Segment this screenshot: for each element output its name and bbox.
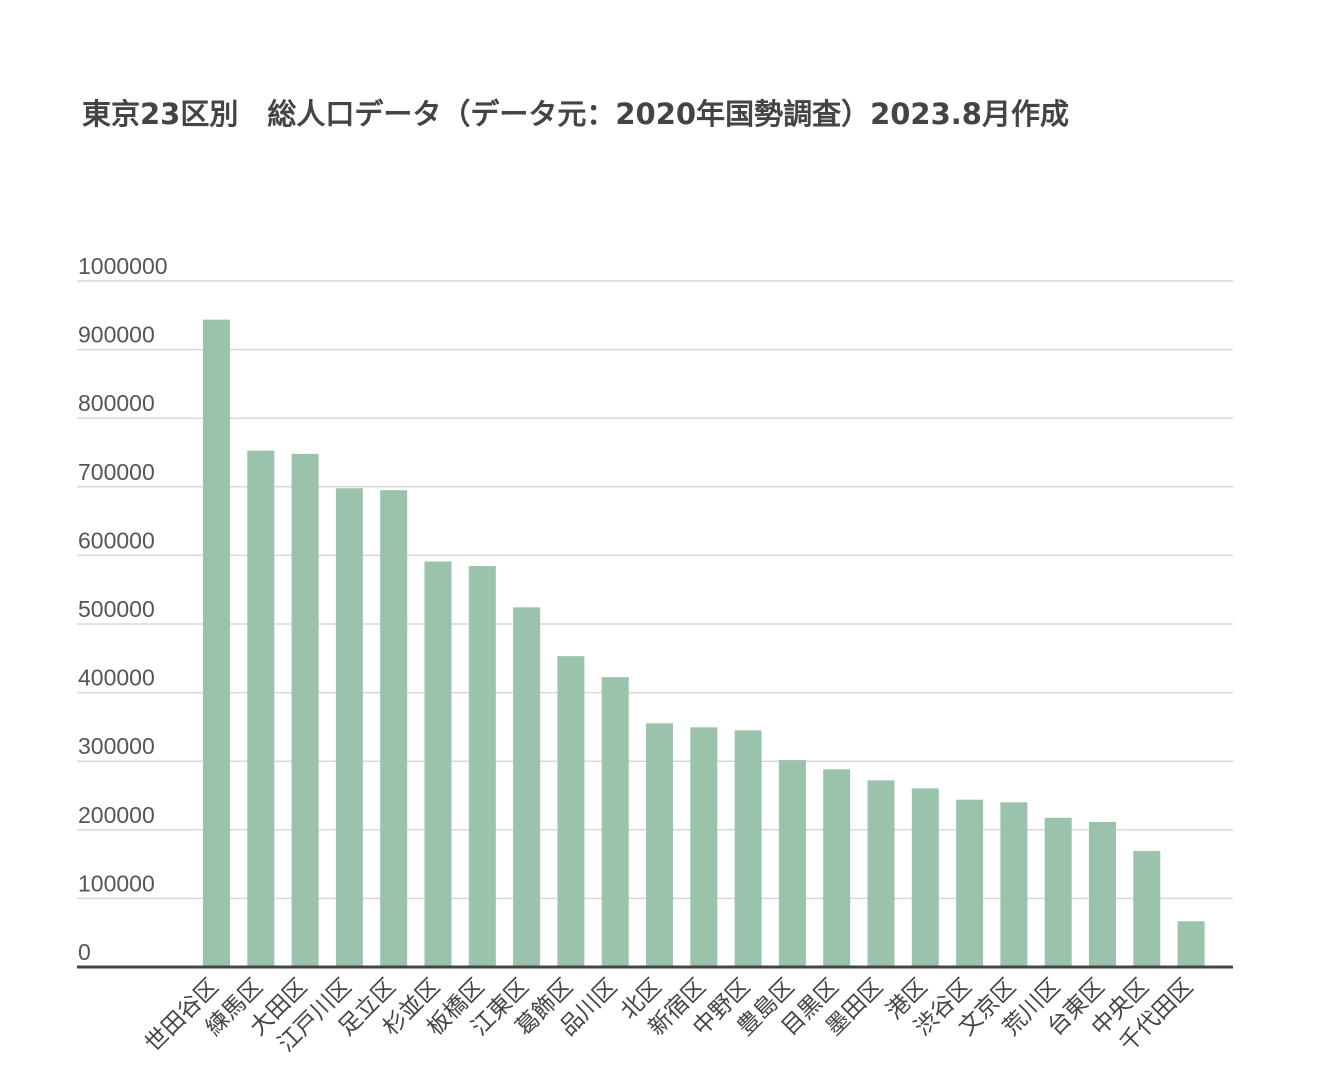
bar	[380, 490, 408, 967]
y-tick-label: 900000	[78, 322, 155, 348]
bar	[1133, 850, 1161, 967]
y-tick-label: 1000000	[78, 253, 168, 279]
y-tick-label: 700000	[78, 459, 155, 485]
bar	[1044, 817, 1072, 967]
y-tick-label: 400000	[78, 665, 155, 691]
y-tick-label: 600000	[78, 527, 155, 553]
y-tick-label: 0	[78, 939, 91, 965]
y-tick-label: 200000	[78, 802, 155, 828]
bar	[1089, 821, 1116, 967]
bar	[291, 453, 319, 968]
bar	[734, 730, 762, 967]
chart-title: 東京23区別 総人口データ（データ元：2020年国勢調査）2023.8月作成	[82, 97, 1069, 131]
bars	[203, 319, 1205, 968]
bar	[557, 656, 585, 967]
bar	[335, 488, 363, 967]
bar	[424, 561, 452, 967]
bar	[513, 607, 541, 967]
y-tick-label: 100000	[78, 870, 155, 896]
bar	[867, 780, 895, 967]
bar	[468, 566, 496, 967]
bar	[203, 319, 230, 967]
y-tick-label: 800000	[78, 390, 155, 416]
bar	[601, 677, 629, 967]
bar	[911, 788, 939, 967]
bar	[247, 450, 275, 967]
bar	[646, 723, 673, 967]
y-axis-tick-labels: 0 100000 200000 300000 400000 500000 600000 700…	[78, 253, 168, 965]
bar	[1000, 802, 1028, 967]
bar	[778, 760, 806, 967]
bar	[823, 769, 851, 967]
bar	[1177, 921, 1205, 967]
bar	[956, 799, 984, 967]
bar	[690, 727, 718, 967]
y-tick-label: 300000	[78, 733, 155, 759]
x-axis-tick-labels: 世田谷区練馬区大田区江戸川区足立区杉並区板橋区江東区葛飾区品川区北区新宿区中野区…	[140, 974, 1198, 1057]
y-tick-label: 500000	[78, 596, 155, 622]
